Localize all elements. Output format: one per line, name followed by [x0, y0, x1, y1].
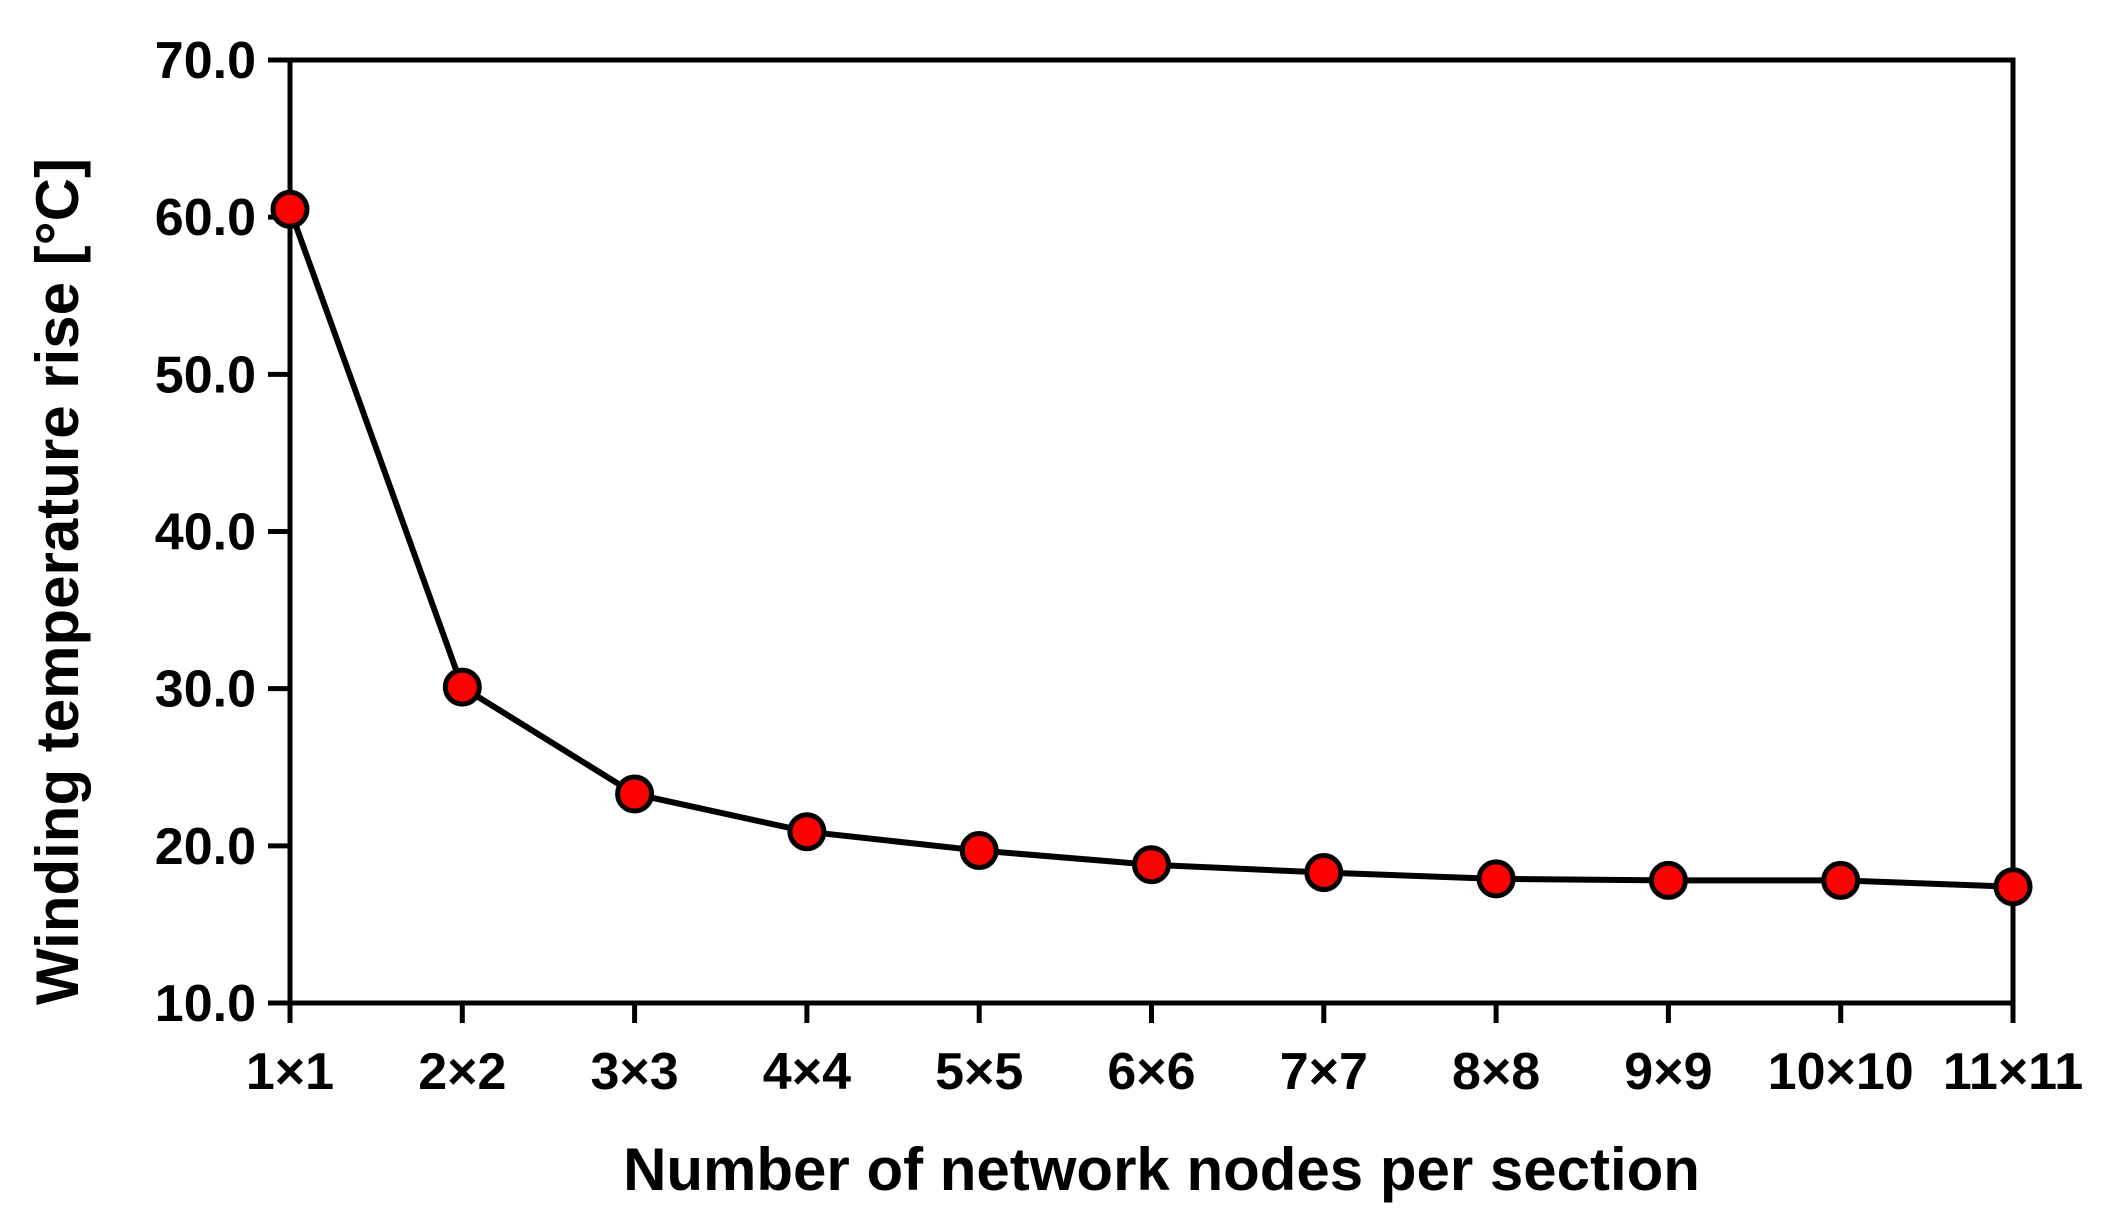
x-tick-label: 2×2 [418, 1043, 506, 1101]
data-point [1821, 860, 1861, 900]
y-tick-label: 30.0 [155, 661, 256, 719]
y-tick-label: 40.0 [155, 504, 256, 562]
x-tick-label: 11×11 [1943, 1043, 2083, 1101]
x-tick-label: 9×9 [1624, 1043, 1712, 1101]
x-tick-label: 8×8 [1452, 1043, 1540, 1101]
x-tick-label: 6×6 [1107, 1043, 1195, 1101]
x-tick-label: 4×4 [763, 1043, 851, 1101]
data-point [442, 667, 482, 707]
data-point [959, 831, 999, 871]
series-line [287, 208, 2014, 890]
data-point [270, 189, 310, 229]
x-axis-title: Number of network nodes per section [623, 1136, 1700, 1203]
data-point [1304, 853, 1344, 893]
data-point [1648, 860, 1688, 900]
y-tick-label: 70.0 [155, 32, 256, 90]
plot-frame [287, 57, 2016, 1006]
y-axis-ticks: 10.0 20.0 30.0 40.0 50.0 60.0 70.0 [155, 32, 290, 1033]
x-tick-label: 3×3 [590, 1043, 678, 1101]
x-tick-label: 7×7 [1280, 1043, 1368, 1101]
y-tick-label: 60.0 [155, 189, 256, 247]
y-axis-title: Winding temperature rise [°C] [24, 158, 91, 1005]
x-tick-label: 1×1 [246, 1043, 334, 1101]
data-point [1476, 859, 1516, 899]
data-point [615, 774, 655, 814]
x-axis-ticks: 1×1 2×2 3×3 4×4 5×5 6×6 7×7 8×8 9×9 10×10 11×11 [246, 1003, 2083, 1101]
data-markers [270, 189, 2033, 907]
data-point [1993, 867, 2033, 907]
data-point [1132, 845, 1171, 885]
y-tick-label: 20.0 [155, 818, 256, 876]
data-point [787, 812, 827, 852]
y-tick-label: 50.0 [155, 346, 256, 404]
x-tick-label: 5×5 [935, 1043, 1023, 1101]
x-tick-label: 10×10 [1768, 1043, 1914, 1101]
y-tick-label: 10.0 [155, 975, 256, 1033]
